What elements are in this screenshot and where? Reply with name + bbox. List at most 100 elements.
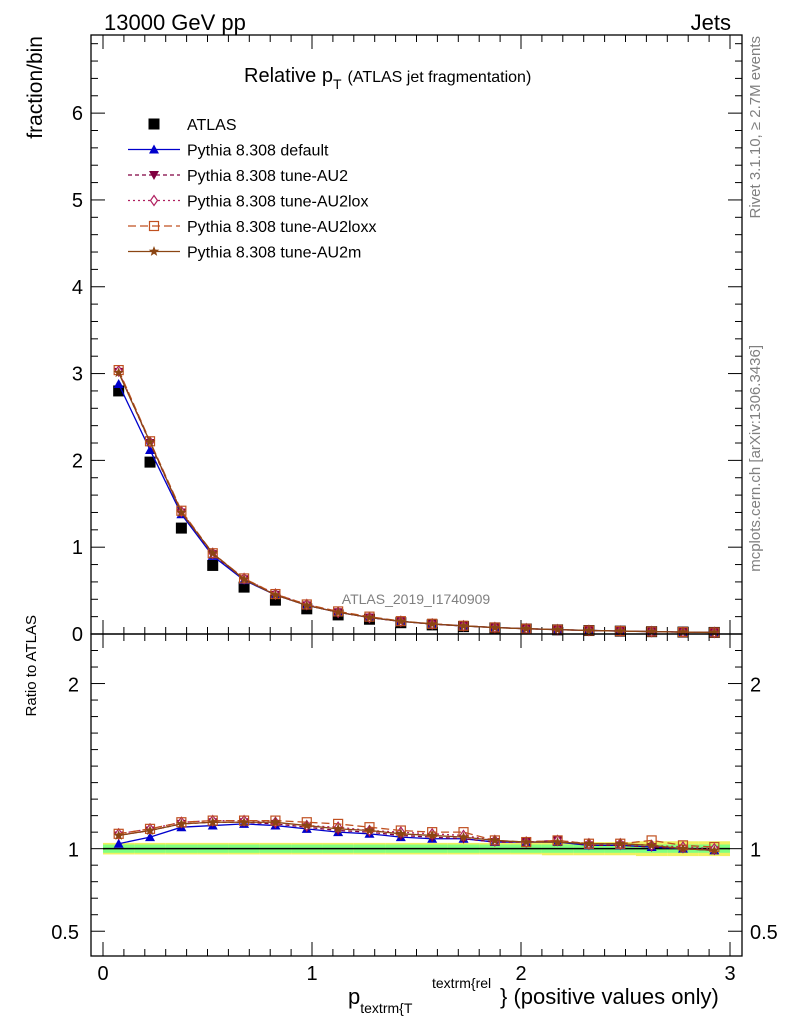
ratio-point-au2m [426, 830, 438, 840]
series-point-au2m [583, 624, 595, 635]
ratio-point-default [113, 838, 124, 848]
ratio-y-tick-label: 2 [68, 675, 79, 697]
y-tick-label: 4 [72, 277, 83, 299]
legend: ATLAS Pythia 8.308 default Pythia 8.308 tu… [128, 117, 376, 262]
ratio-point-au2m [176, 818, 187, 829]
legend-marker-atlas [148, 118, 160, 130]
ratio-point-au2m [332, 823, 344, 834]
series-point-au2m [677, 626, 689, 637]
svg-text:Relative pT(ATLAS jet fragment: Relative pT (ATLAS jet fragmentation) [244, 65, 531, 92]
legend-marker-au2lox [149, 194, 159, 207]
ratio-y-axis-label: Ratio to ATLAS [23, 615, 40, 716]
y-tick-label: 6 [72, 103, 83, 125]
y-tick-label: 3 [72, 364, 83, 386]
ratio-y-tick-label: 1 [68, 840, 79, 862]
x-axis-label: ptextrm{T textrm{rel } (positive values … [348, 975, 719, 1016]
ratio-y-tick-label-right: 0.5 [750, 922, 778, 944]
ratio-point-au2m [709, 844, 720, 855]
ratio-point-au2m [301, 820, 312, 830]
legend-marker-au2m [148, 246, 160, 256]
ratio-point-default [145, 832, 156, 842]
ratio-y-tick-label: 0.5 [51, 922, 79, 944]
ratio-point-au2m [270, 816, 281, 827]
ratio-point-au2m [583, 838, 595, 849]
series-point-au2m [113, 367, 124, 378]
series-point-au2m [709, 626, 720, 637]
y-tick-label: 2 [72, 450, 83, 472]
y-tick-label: 5 [72, 190, 83, 212]
main-plot-panel: 0 1 2 3 4 5 6 [72, 34, 743, 646]
legend-label-default: Pythia 8.308 default [187, 143, 329, 160]
ratio-point-au2m [521, 836, 532, 847]
ratio-point-au2m [677, 843, 689, 854]
ratio-plot-panel: 0.5 0.5 1 1 2 2 0 1 2 3 [51, 633, 778, 985]
ratio-point-au2m [646, 839, 657, 850]
series-point-au2m [238, 573, 250, 584]
mcplots-label: mcplots.cern.ch [arXiv:1306.3436] [747, 345, 764, 572]
series-point-au2m [615, 625, 626, 636]
y-axis-label: fraction/bin [24, 36, 47, 139]
x-label-superscript: textrm{rel [432, 975, 491, 991]
ratio-point-au2m [458, 831, 469, 842]
series-point-au2m [364, 612, 375, 622]
x-label-subscript: textrm{T [360, 1000, 413, 1016]
ratio-point-au2m [615, 838, 626, 849]
series-point-au2m [458, 620, 469, 631]
series-point-au2m [489, 622, 501, 632]
ratio-plot-frame [90, 633, 743, 957]
ratio-y-tick-label-right: 1 [750, 840, 761, 862]
series-point-default [145, 444, 156, 454]
ratio-point-au2m [113, 830, 124, 840]
series-point-au2m [144, 436, 156, 447]
series-line-au2m [118, 372, 715, 634]
series-point-au2m [552, 624, 563, 635]
series-point-au2m [207, 547, 218, 558]
x-tick-label: 1 [306, 963, 317, 985]
legend-label-au2: Pythia 8.308 tune-AU2 [187, 168, 348, 185]
x-label-main: p [348, 984, 360, 1009]
atlas-data-point [144, 456, 156, 468]
atlas-data-point [207, 559, 219, 571]
x-tick-label: 2 [515, 963, 526, 985]
title-subscript: T [333, 76, 342, 92]
ratio-line-au2m [118, 821, 715, 851]
series-point-au2m [270, 589, 281, 600]
ratio-point-au2m [364, 825, 375, 835]
y-tick-label: 0 [72, 624, 83, 646]
legend-label-au2lox: Pythia 8.308 tune-AU2lox [187, 194, 368, 211]
x-tick-label: 0 [97, 963, 108, 985]
atlas-data-point [269, 594, 281, 606]
atlas-data-point [238, 581, 250, 593]
series-point-au2loxx [176, 505, 187, 516]
series-point-au2m [301, 599, 312, 610]
atlas-data-point [113, 385, 125, 397]
legend-label-au2loxx: Pythia 8.308 tune-AU2loxx [187, 219, 376, 236]
legend-label-atlas: ATLAS [187, 117, 237, 134]
legend-marker-au2 [149, 171, 159, 180]
series-point-au2m [426, 618, 438, 629]
series-point-au2m [332, 606, 344, 617]
series-point-au2m [521, 623, 532, 634]
atlas-data-point [175, 522, 187, 534]
svg-text:ptextrm{T: ptextrm{T [348, 984, 413, 1016]
series-point-au2m [176, 507, 187, 517]
ratio-point-au2m [144, 825, 156, 835]
x-label-rest: } (positive values only) [500, 984, 719, 1009]
ratio-point-au2m [489, 834, 501, 845]
ratio-point-au2m [207, 816, 218, 827]
ratio-point-au2m [238, 816, 250, 827]
ratio-point-au2m [395, 828, 407, 839]
legend-marker-au2loxx [148, 220, 160, 232]
plot-title: Relative pT (ATLAS jet fragmentation) [244, 65, 531, 92]
x-tick-label: 3 [724, 963, 735, 985]
title-main: Relative p [244, 65, 333, 87]
header-left-label: 13000 GeV pp [104, 10, 246, 35]
title-rest: (ATLAS jet fragmentation) [348, 69, 532, 86]
header-right-label: Jets [691, 10, 731, 35]
rivet-label: Rivet 3.1.10, ≥ 2.7M events [747, 36, 764, 219]
series-point-default [113, 378, 124, 388]
analysis-watermark: ATLAS_2019_I1740909 [342, 591, 491, 607]
legend-label-au2m: Pythia 8.308 tune-AU2m [187, 245, 361, 262]
ratio-y-tick-label-right: 2 [750, 675, 761, 697]
